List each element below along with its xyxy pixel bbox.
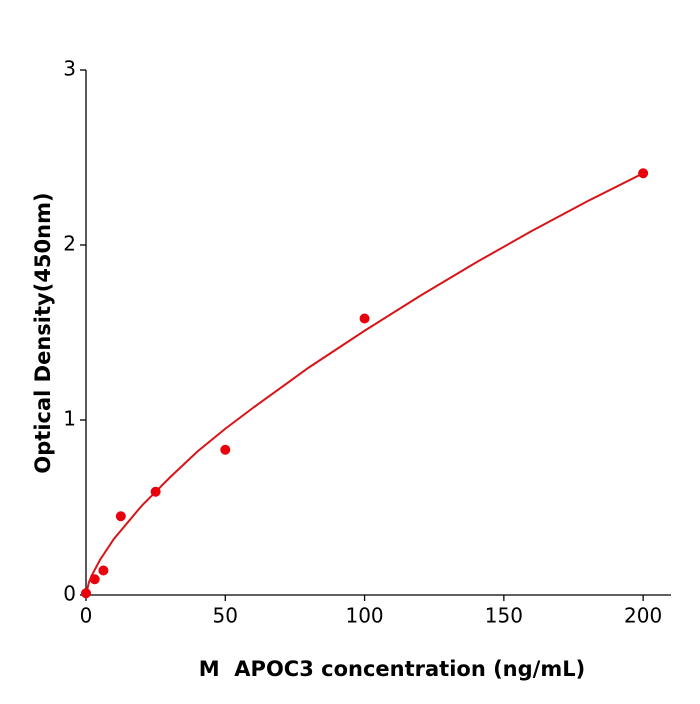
- data-point: [638, 168, 649, 179]
- y-axis-label: Optical Density(450nm): [31, 192, 55, 473]
- y-tick-label: 3: [63, 57, 76, 81]
- data-point: [220, 444, 231, 455]
- y-tick-label: 0: [63, 582, 76, 606]
- data-point: [359, 313, 370, 324]
- y-tick-label: 1: [63, 407, 76, 431]
- x-tick-label: 100: [345, 604, 383, 628]
- data-point: [81, 588, 91, 599]
- x-tick-label: 0: [80, 604, 93, 628]
- y-tick-label: 2: [63, 232, 76, 256]
- x-axis-label: M APOC3 concentration (ng/mL): [199, 657, 585, 681]
- x-tick-label: 150: [485, 604, 523, 628]
- x-tick-label: 200: [624, 604, 662, 628]
- data-point: [98, 565, 109, 576]
- x-tick-label: 50: [213, 604, 238, 628]
- data-point: [89, 574, 100, 585]
- data-point: [115, 511, 126, 522]
- data-point: [150, 486, 161, 497]
- fit-curve: [85, 172, 644, 596]
